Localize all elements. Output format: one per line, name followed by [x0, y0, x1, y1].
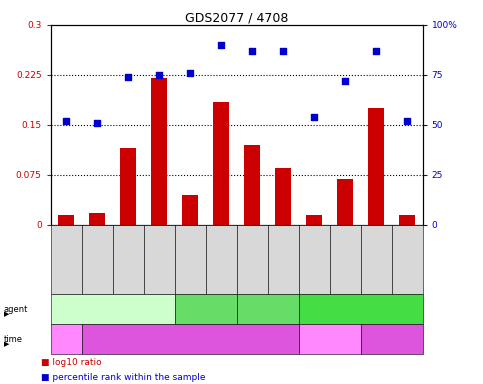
- Text: ■ log10 ratio: ■ log10 ratio: [41, 358, 102, 367]
- Bar: [244, 145, 260, 225]
- Text: GSM102719: GSM102719: [126, 241, 131, 277]
- Text: GSM103315: GSM103315: [250, 241, 255, 277]
- Point: [62, 118, 70, 124]
- Text: GDS2077 / 4708: GDS2077 / 4708: [185, 12, 288, 25]
- Text: GSM102721: GSM102721: [312, 241, 317, 277]
- Text: GSM102718: GSM102718: [95, 241, 99, 277]
- Point: [279, 48, 287, 54]
- Point: [372, 48, 380, 54]
- Text: 2 h: 2 h: [323, 335, 337, 344]
- Text: 2 h: 2 h: [59, 335, 73, 344]
- Text: GSM102717: GSM102717: [64, 241, 69, 277]
- Text: GSM102722: GSM102722: [342, 241, 348, 277]
- Text: 24 h: 24 h: [382, 335, 401, 344]
- Bar: [89, 213, 105, 225]
- Point: [403, 118, 411, 124]
- Bar: [399, 215, 415, 225]
- Text: estradiol: estradiol: [98, 306, 128, 312]
- Text: GSM103111: GSM103111: [374, 242, 379, 277]
- Bar: [120, 148, 136, 225]
- Point: [93, 120, 101, 126]
- Point: [310, 114, 318, 120]
- Point: [341, 78, 349, 84]
- Point: [156, 72, 163, 78]
- Text: estren: estren: [350, 306, 372, 312]
- Text: 19-nortestoster
one: 19-nortestoster one: [241, 303, 295, 316]
- Text: GSM103286: GSM103286: [405, 241, 410, 277]
- Point: [217, 42, 225, 48]
- Bar: [58, 215, 74, 225]
- Bar: [369, 108, 384, 225]
- Bar: [152, 78, 167, 225]
- Text: ▶: ▶: [4, 311, 9, 317]
- Text: GSM102720: GSM102720: [156, 241, 162, 277]
- Text: GSM103292: GSM103292: [188, 241, 193, 277]
- Point: [248, 48, 256, 54]
- Text: 24 h: 24 h: [180, 335, 200, 344]
- Bar: [338, 179, 353, 225]
- Text: time: time: [4, 335, 23, 344]
- Bar: [306, 215, 322, 225]
- Text: ■ percentile rank within the sample: ■ percentile rank within the sample: [41, 372, 206, 382]
- Text: ▶: ▶: [4, 341, 9, 347]
- Point: [186, 70, 194, 76]
- Text: agent: agent: [4, 305, 28, 314]
- Text: dihydrotestoste
rone: dihydrotestoste rone: [178, 303, 233, 316]
- Bar: [183, 195, 198, 225]
- Text: GSM103293: GSM103293: [219, 241, 224, 277]
- Bar: [275, 168, 291, 225]
- Text: GSM103324: GSM103324: [281, 241, 285, 277]
- Point: [124, 74, 132, 80]
- Bar: [213, 101, 229, 225]
